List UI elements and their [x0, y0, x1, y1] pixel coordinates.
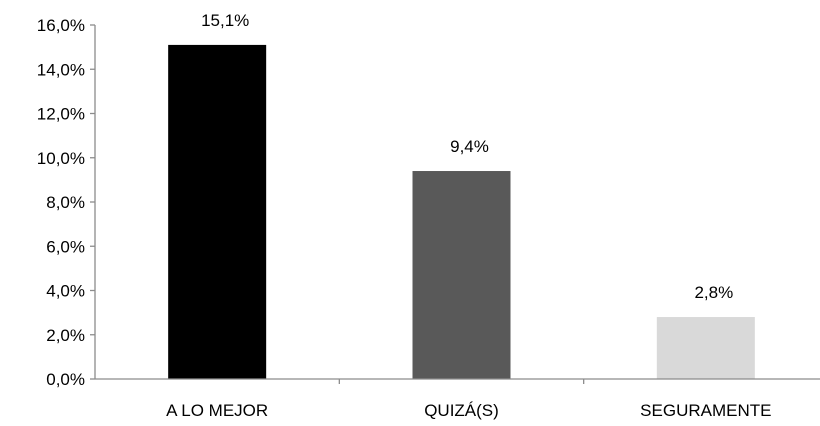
y-tick-label: 16,0%: [37, 16, 85, 35]
y-tick-label: 0,0%: [46, 370, 85, 389]
bar-3: [656, 317, 755, 379]
data-label: 2,8%: [694, 283, 733, 302]
y-tick-label: 2,0%: [46, 326, 85, 345]
data-label: 9,4%: [450, 137, 489, 156]
y-tick-label: 12,0%: [37, 105, 85, 124]
category-label: A LO MEJOR: [166, 401, 268, 420]
x-axis: A LO MEJOR QUIZÁ(S) SEGURAMENTE: [95, 378, 820, 420]
y-tick-label: 14,0%: [37, 60, 85, 79]
category-label: QUIZÁ(S): [424, 401, 499, 420]
y-tick-label: 8,0%: [46, 193, 85, 212]
bars: 15,1% 9,4% 2,8%: [168, 11, 755, 379]
bar-1: [168, 44, 267, 379]
y-tick-label: 4,0%: [46, 282, 85, 301]
y-tick-label: 6,0%: [46, 237, 85, 256]
y-axis: 0,0% 2,0% 4,0% 6,0% 8,0% 10,0% 12,0% 14,0% 16,0%: [37, 16, 96, 389]
y-tick-label: 10,0%: [37, 149, 85, 168]
category-label: SEGURAMENTE: [640, 401, 771, 420]
bar-2: [412, 171, 511, 379]
data-label: 15,1%: [201, 11, 249, 30]
